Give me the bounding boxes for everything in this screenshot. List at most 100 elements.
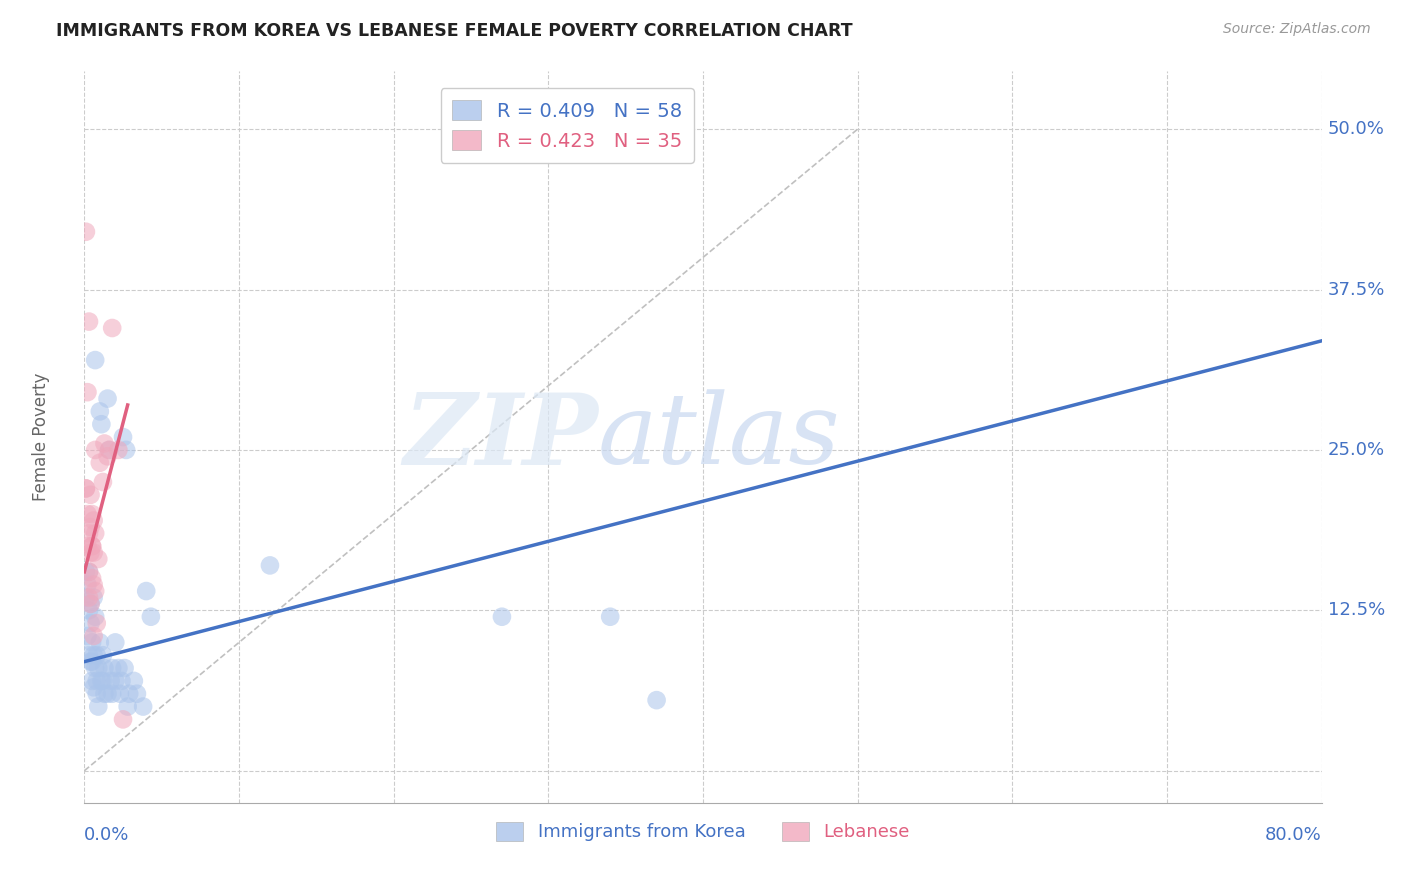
Text: 25.0%: 25.0% (1327, 441, 1385, 458)
Text: 0.0%: 0.0% (84, 826, 129, 844)
Point (114, 661, 136, 675)
Point (117, 699, 139, 714)
Legend: Immigrants from Korea, Lebanese: Immigrants from Korea, Lebanese (489, 814, 917, 848)
Point (79, 545, 101, 559)
Point (83, 648, 105, 663)
Point (79, 520, 101, 534)
Point (125, 687, 148, 701)
Point (84, 442, 107, 457)
Point (84, 526, 107, 541)
Point (77, 526, 100, 541)
Point (83, 514, 105, 528)
Point (75, 482, 97, 496)
Point (96, 687, 118, 701)
Point (86, 616, 108, 631)
Point (110, 673, 132, 688)
Point (118, 687, 141, 701)
Point (75, 482, 97, 496)
Point (76, 385, 98, 400)
Point (101, 687, 124, 701)
Point (89, 404, 111, 418)
Text: Source: ZipAtlas.com: Source: ZipAtlas.com (1223, 22, 1371, 37)
Point (86, 673, 108, 688)
Point (82, 655, 104, 669)
Point (79, 597, 101, 611)
Point (79, 616, 101, 631)
Text: 12.5%: 12.5% (1327, 601, 1385, 619)
Point (89, 456, 111, 470)
Point (77, 648, 100, 663)
Point (599, 609, 621, 624)
Point (86, 687, 108, 701)
Point (93, 661, 115, 675)
Point (77, 603, 100, 617)
Point (91, 673, 114, 688)
Point (108, 687, 131, 701)
Point (83, 591, 105, 605)
Point (83, 545, 105, 559)
Point (79, 597, 101, 611)
Point (77, 315, 100, 329)
Point (93, 687, 115, 701)
Point (84, 609, 107, 624)
Point (107, 661, 129, 675)
Point (82, 539, 104, 553)
Point (83, 629, 105, 643)
Point (139, 609, 162, 624)
Point (84, 661, 107, 675)
Point (91, 475, 114, 489)
Text: Female Poverty: Female Poverty (32, 373, 51, 501)
Point (77, 591, 100, 605)
Point (96, 450, 118, 464)
Point (77, 565, 100, 579)
Point (75, 565, 97, 579)
Point (76, 507, 98, 521)
Point (89, 635, 111, 649)
Point (98, 442, 121, 457)
Point (83, 577, 105, 591)
Point (104, 673, 127, 688)
Point (91, 648, 114, 663)
Point (83, 681, 105, 695)
Point (115, 442, 138, 457)
Point (107, 442, 129, 457)
Point (259, 558, 281, 573)
Text: atlas: atlas (598, 390, 841, 484)
Point (104, 635, 127, 649)
Point (75, 591, 97, 605)
Point (87, 661, 110, 675)
Point (82, 539, 104, 553)
Point (93, 436, 115, 450)
Point (100, 673, 122, 688)
Point (112, 430, 135, 444)
Text: IMMIGRANTS FROM KOREA VS LEBANESE FEMALE POVERTY CORRELATION CHART: IMMIGRANTS FROM KOREA VS LEBANESE FEMALE… (56, 22, 853, 40)
Point (87, 699, 110, 714)
Point (77, 565, 100, 579)
Point (84, 353, 107, 368)
Point (101, 661, 124, 675)
Point (82, 673, 104, 688)
Text: ZIP: ZIP (404, 389, 598, 485)
Point (132, 699, 155, 714)
Point (90, 673, 112, 688)
Point (75, 225, 97, 239)
Point (79, 655, 101, 669)
Point (82, 571, 104, 585)
Point (101, 321, 124, 335)
Point (122, 673, 145, 688)
Point (135, 584, 157, 599)
Point (76, 577, 98, 591)
Point (86, 648, 108, 663)
Point (491, 609, 513, 624)
Point (76, 629, 98, 643)
Text: 50.0%: 50.0% (1327, 120, 1385, 138)
Point (96, 392, 118, 406)
Point (537, 122, 560, 136)
Point (90, 417, 112, 432)
Text: 80.0%: 80.0% (1265, 826, 1322, 844)
Point (79, 488, 101, 502)
Point (645, 693, 668, 707)
Point (87, 552, 110, 566)
Point (84, 584, 107, 599)
Point (112, 712, 135, 726)
